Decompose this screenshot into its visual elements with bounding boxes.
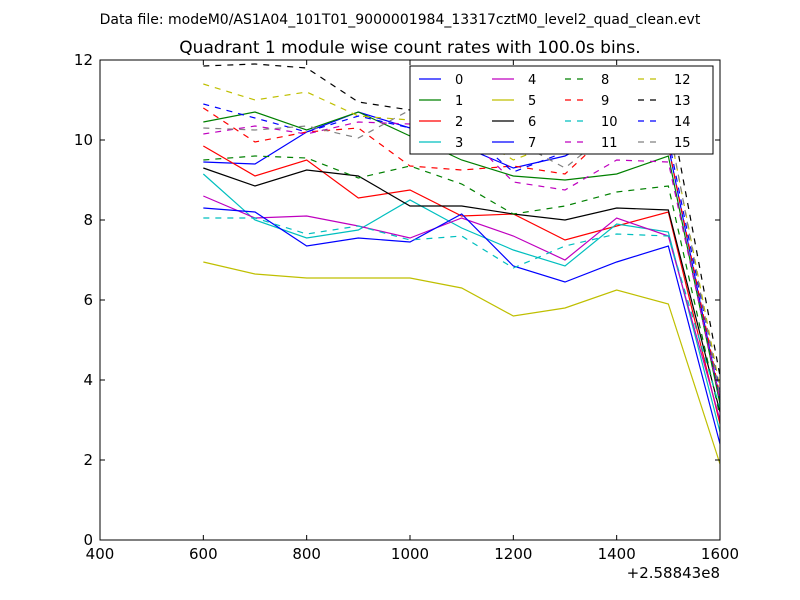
legend-label-14: 14 [674,115,691,130]
figure-suptitle: Data file: modeM0/AS1A04_101T01_90000019… [100,12,701,28]
x-axis: 400 600 800 1000 1200 1400 1600 [86,60,739,563]
legend-label-0: 0 [455,73,463,88]
chart-title: Quadrant 1 module wise count rates with … [179,38,640,58]
legend-label-6: 6 [528,115,536,130]
series-line-5 [203,261,721,465]
series-line-8 [203,155,721,417]
legend-label-1: 1 [455,94,463,109]
legend-label-10: 10 [601,115,618,130]
y-tick-label: 4 [83,371,93,389]
legend-label-9: 9 [601,94,609,109]
x-tick-label: 1600 [701,545,739,563]
series-line-9 [203,107,721,397]
series-line-3 [202,173,721,433]
y-tick-label: 10 [74,131,93,149]
y-tick-label: 0 [83,531,93,549]
legend-box [409,65,714,155]
x-tick-label: 800 [292,545,321,563]
legend-label-2: 2 [455,115,463,130]
y-tick-label: 12 [74,51,93,69]
legend-label-13: 13 [674,94,691,109]
x-tick-label: 400 [86,545,115,563]
legend-label-5: 5 [528,94,536,109]
series-line-6 [203,167,721,413]
x-tick-label: 1000 [391,545,429,563]
series-line-7 [203,207,721,445]
legend-label-3: 3 [455,136,463,151]
legend-label-11: 11 [601,136,618,151]
series-line-4 [203,195,721,421]
legend-label-15: 15 [674,136,691,151]
x-tick-label: 1400 [598,545,636,563]
x-tick-label: 600 [189,545,218,563]
series-line-2 [203,145,721,425]
x-axis-offset-label: +2.58843e8 [627,564,720,582]
legend-label-12: 12 [674,73,691,88]
x-tick-label: 1200 [494,545,532,563]
series-line-10 [203,217,721,409]
series-line-11 [203,121,721,401]
legend-label-7: 7 [528,136,536,151]
y-tick-label: 6 [83,291,93,309]
legend-label-8: 8 [601,73,609,88]
legend-label-4: 4 [528,73,536,88]
series-line-1 [203,111,721,405]
y-tick-label: 2 [83,451,93,469]
y-tick-label: 8 [83,211,93,229]
